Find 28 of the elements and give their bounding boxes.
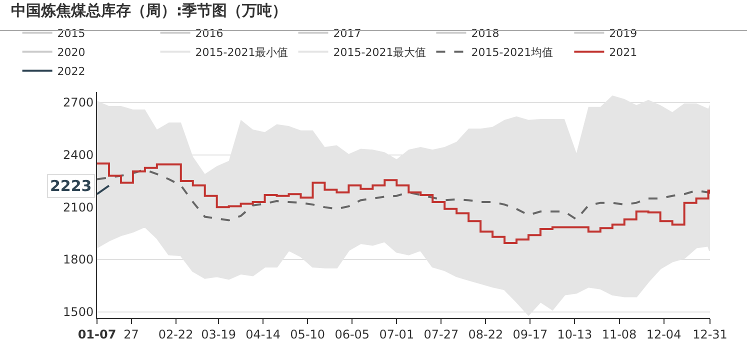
chart-title: 中国炼焦煤总库存（周）:季节图（万吨） [11,2,288,20]
legend-label: 2021 [609,46,638,60]
legend-label: 2020 [57,46,86,60]
x-tick-label: 27 [124,327,139,342]
legend-label: 2015-2021最大值 [333,46,426,60]
x-tick-label: 01-07 [78,327,116,342]
y-tick-label: 1800 [63,252,94,267]
data-label: 2223 [50,177,92,195]
x-tick-label: 11-08 [602,327,637,342]
x-tick-label: 12-04 [646,327,682,342]
y-tick-label: 2700 [63,96,94,110]
y-tick-label: 1500 [63,305,94,320]
x-tick-label: 05-10 [290,327,326,342]
x-tick-label: 10-13 [557,327,592,342]
x-tick-label: 06-05 [334,327,370,342]
x-tick-label: 04-14 [246,327,281,342]
y-tick-label: 2100 [63,200,94,214]
x-tick-label: 08-22 [468,327,504,342]
legend-label: 2015-2021均值 [471,46,554,60]
x-tick-label: 07-01 [379,327,414,342]
x-tick-label: 07-27 [424,327,459,342]
legend-label: 2015-2021最小值 [195,46,288,60]
x-tick-label: 03-19 [201,327,236,342]
y-tick-label: 2400 [63,148,94,162]
x-tick-label: 12-31 [692,327,728,342]
x-tick-label: 09-17 [512,327,548,342]
x-tick-label: 02-22 [158,327,194,342]
legend-label: 2022 [57,65,86,78]
